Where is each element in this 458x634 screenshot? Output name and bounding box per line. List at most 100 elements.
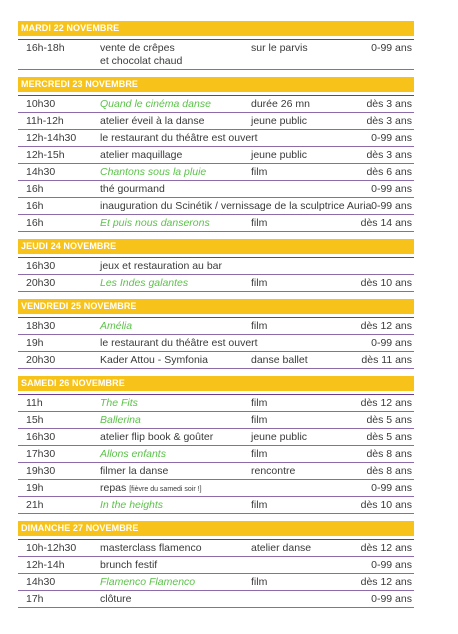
schedule-row: 12h-14h brunch festif 0-99 ans [18,557,414,574]
schedule-row: 11h-12h atelier éveil à la danse jeune pub… [18,113,414,130]
schedule-row: 16h30 jeux et restauration au bar [18,258,414,275]
schedule-row: 19h30 filmer la danse rencontre dès 8 ans [18,463,414,480]
event-title-text: Quand le cinéma danse [100,98,211,110]
schedule-row: 18h30 Amélia film dès 12 ans [18,318,414,335]
event-time: 20h30 [26,354,56,366]
event-title: Quand le cinéma danse [100,98,211,111]
event-title: inauguration du Scinétik / vernissage de… [100,200,371,213]
event-title-text: atelier maquillage [100,149,183,161]
event-category: jeune public [251,149,308,161]
event-title-text: masterclass flamenco [100,542,202,554]
day-header: JEUDI 24 NOVEMBRE [18,239,414,254]
event-age: dès 11 ans [361,354,412,366]
event-time: 16h [26,217,44,229]
event-title-text: Chantons sous la pluie [100,166,207,178]
day-section: VENDREDI 25 NOVEMBRE 18h30 Amélia film dès 1… [18,299,414,369]
event-title-text: Les Indes galantes [100,277,189,289]
schedule: MARDI 22 NOVEMBRE 16h-18h vente de crêpes e… [18,21,414,608]
event-age: 0-99 ans [371,482,412,494]
event-time: 12h-15h [26,149,65,161]
event-age: 0-99 ans [371,559,412,571]
event-age: dès 3 ans [366,98,412,110]
schedule-row: 20h30 Les Indes galantes film dès 10 ans [18,275,414,292]
event-age: dès 12 ans [360,320,412,332]
event-time: 11h-12h [26,115,64,127]
event-time: 16h [26,200,44,212]
event-category: film [251,448,268,460]
event-title: In the heights [100,499,163,512]
day-section: SAMEDI 26 NOVEMBRE 11h The Fits film dès 12 … [18,376,414,514]
event-title: le restaurant du théâtre est ouvert [100,337,258,350]
event-title-line2: et chocolat chaud [100,55,183,67]
day-header: MERCREDI 23 NOVEMBRE [18,77,414,92]
event-title-text: le restaurant du théâtre est ouvert [100,132,258,144]
event-age: dès 8 ans [366,448,412,460]
event-title-text: le restaurant du théâtre est ouvert [100,337,258,349]
event-title: Les Indes galantes [100,277,188,290]
event-category: film [251,576,268,588]
event-title: filmer la danse [100,465,168,478]
event-age: dès 10 ans [360,277,412,289]
event-title-text: clôture [100,593,132,605]
event-title: Ballerina [100,414,141,427]
event-title-text: Flamenco Flamenco [100,576,196,588]
event-category: atelier danse [251,542,312,554]
event-category: rencontre [251,465,296,477]
event-category: jeune public [251,431,308,443]
event-title-text: Kader Attou - Symfonia [100,354,208,366]
event-title: atelier flip book & goûter [100,431,213,444]
schedule-row: 14h30 Chantons sous la pluie film dès 6 ans [18,164,414,181]
event-title-text: Amélia [100,320,133,332]
schedule-row: 12h-15h atelier maquillage jeune public dès… [18,147,414,164]
event-time: 21h [26,499,44,511]
day-rows: 10h-12h30 masterclass flamenco atelier dan… [18,539,414,608]
event-category: film [251,166,268,178]
event-age: 0-99 ans [371,183,412,195]
event-time: 16h-18h [26,42,65,54]
event-title-text: Ballerina [100,414,141,426]
schedule-row: 17h clôture 0-99 ans [18,591,414,608]
event-category: film [251,397,268,409]
event-category: durée 26 mn [251,98,310,110]
event-title: atelier éveil à la danse [100,115,204,128]
event-age: dès 12 ans [360,576,412,588]
event-time: 12h-14h30 [26,132,77,144]
event-category: film [251,320,268,332]
event-time: 17h30 [26,448,56,460]
event-title: thé gourmand [100,183,165,196]
event-age: 0-99 ans [371,42,412,54]
event-time: 15h [26,414,44,426]
event-time: 20h30 [26,277,56,289]
event-title-text: The Fits [100,397,138,409]
event-category: film [251,217,268,229]
event-title: clôture [100,593,132,606]
day-header: SAMEDI 26 NOVEMBRE [18,376,414,391]
event-title: Et puis nous danserons [100,217,210,230]
event-title-text: inauguration du Scinétik / vernissage de… [100,200,372,212]
day-rows: 18h30 Amélia film dès 12 ans 19h le restauran… [18,317,414,369]
schedule-row: 21h In the heights film dès 10 ans [18,497,414,514]
event-time: 16h [26,183,44,195]
day-header: DIMANCHE 27 NOVEMBRE [18,521,414,536]
event-category: danse ballet [251,354,308,366]
event-time: 11h [26,397,43,409]
event-time: 18h30 [26,320,56,332]
event-age: dès 3 ans [366,115,412,127]
schedule-row: 14h30 Flamenco Flamenco film dès 12 ans [18,574,414,591]
event-title: Amélia [100,320,132,333]
event-age: 0-99 ans [371,337,412,349]
schedule-row: 11h The Fits film dès 12 ans [18,395,414,412]
event-category: film [251,499,268,511]
event-title-text: In the heights [100,499,164,511]
day-rows: 16h-18h vente de crêpes et chocolat chaud s… [18,39,414,70]
schedule-row: 16h Et puis nous danserons film dès 14 ans [18,215,414,232]
day-rows: 11h The Fits film dès 12 ans 15h Ballerina fil… [18,394,414,514]
event-title: The Fits [100,397,138,410]
schedule-row: 16h-18h vente de crêpes et chocolat chaud s… [18,40,414,70]
day-header: VENDREDI 25 NOVEMBRE [18,299,414,314]
schedule-row: 10h-12h30 masterclass flamenco atelier dan… [18,540,414,557]
event-title-text: Et puis nous danserons [100,217,210,229]
schedule-row: 10h30 Quand le cinéma danse durée 26 mn dès… [18,96,414,113]
schedule-row: 16h inauguration du Scinétik / vernissage… [18,198,414,215]
event-category: jeune public [251,115,308,127]
